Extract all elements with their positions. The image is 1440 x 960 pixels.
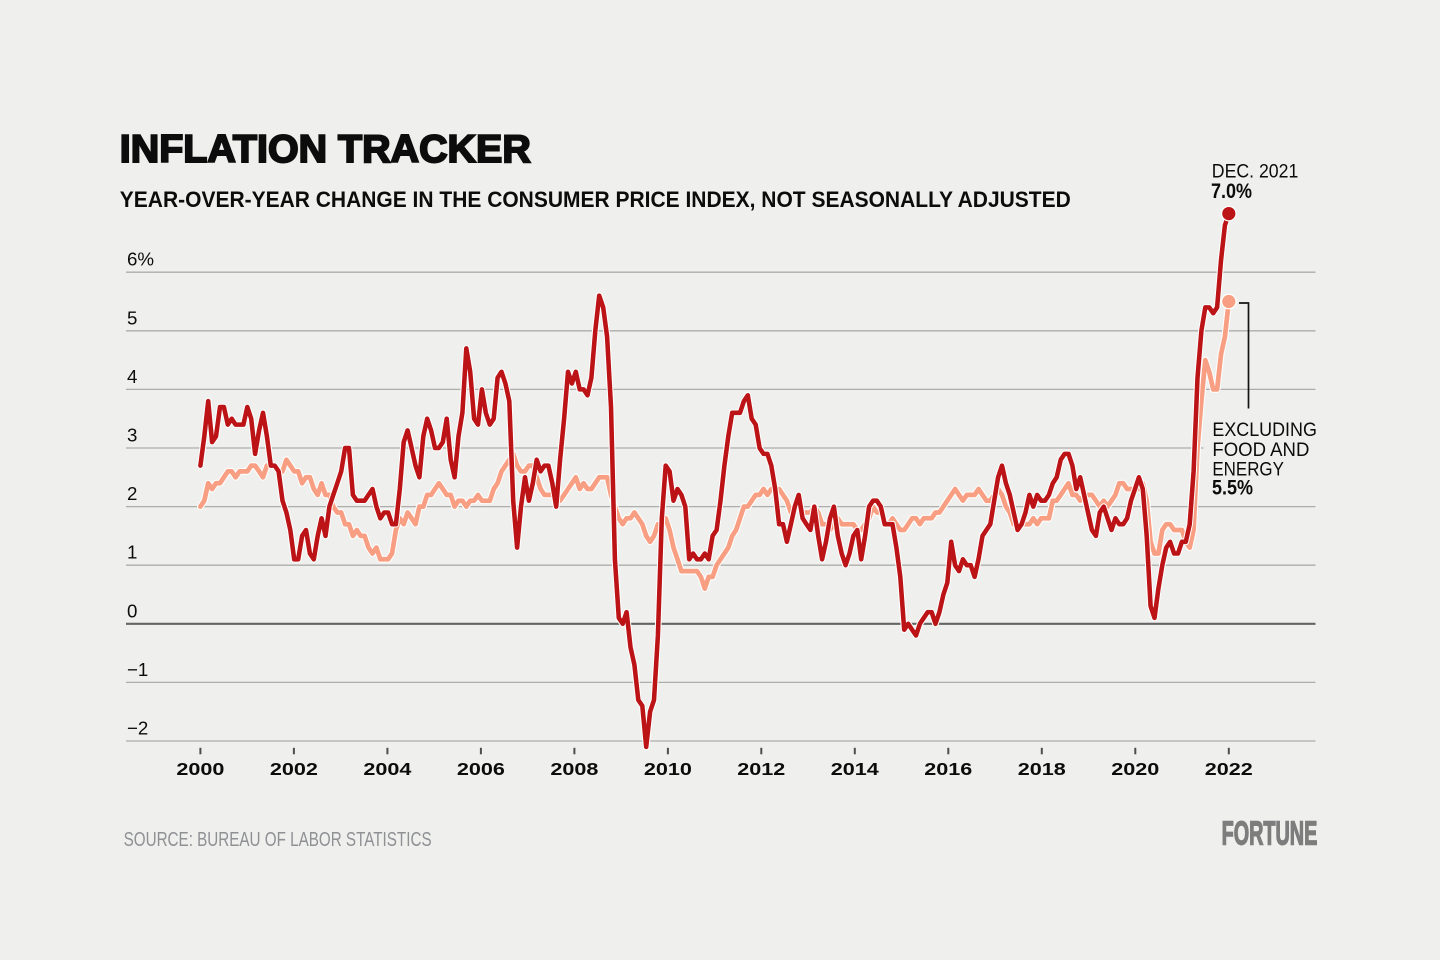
svg-text:2020: 2020 xyxy=(1111,759,1159,779)
svg-text:2: 2 xyxy=(127,483,137,504)
svg-text:FORTUNE: FORTUNE xyxy=(1222,815,1318,852)
svg-text:2006: 2006 xyxy=(457,759,505,779)
svg-text:FOOD AND: FOOD AND xyxy=(1212,439,1309,461)
svg-text:2012: 2012 xyxy=(737,759,785,779)
svg-text:−2: −2 xyxy=(127,718,148,739)
svg-text:2022: 2022 xyxy=(1205,759,1253,779)
svg-text:0: 0 xyxy=(127,600,137,621)
svg-text:2010: 2010 xyxy=(644,759,692,779)
svg-text:2014: 2014 xyxy=(831,759,879,779)
svg-text:5: 5 xyxy=(127,307,137,328)
svg-text:2018: 2018 xyxy=(1018,759,1066,779)
svg-text:YEAR-OVER-YEAR CHANGE IN THE C: YEAR-OVER-YEAR CHANGE IN THE CONSUMER PR… xyxy=(120,187,1071,212)
svg-text:5.5%: 5.5% xyxy=(1212,476,1253,500)
svg-text:INFLATION TRACKER: INFLATION TRACKER xyxy=(120,128,531,171)
svg-text:2000: 2000 xyxy=(176,759,224,779)
svg-text:1: 1 xyxy=(127,542,137,563)
svg-text:2004: 2004 xyxy=(363,759,411,779)
svg-text:DEC. 2021: DEC. 2021 xyxy=(1212,161,1299,183)
svg-text:EXCLUDING: EXCLUDING xyxy=(1212,419,1317,441)
svg-text:ENERGY: ENERGY xyxy=(1212,458,1284,480)
svg-text:SOURCE: BUREAU OF LABOR STATIS: SOURCE: BUREAU OF LABOR STATISTICS xyxy=(124,828,432,851)
svg-text:4: 4 xyxy=(127,366,137,387)
svg-text:−1: −1 xyxy=(127,659,148,680)
svg-text:2008: 2008 xyxy=(550,759,598,779)
svg-text:2002: 2002 xyxy=(270,759,318,779)
svg-text:6%: 6% xyxy=(127,249,154,270)
svg-text:3: 3 xyxy=(127,425,137,446)
svg-text:2016: 2016 xyxy=(924,759,972,779)
svg-text:7.0%: 7.0% xyxy=(1211,179,1252,203)
